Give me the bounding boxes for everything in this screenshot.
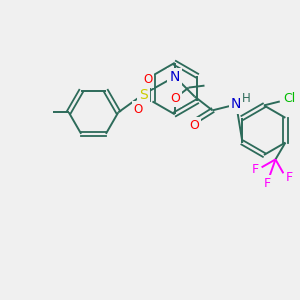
Text: N: N (169, 70, 180, 84)
Text: Cl: Cl (284, 92, 296, 105)
Text: N: N (231, 98, 242, 111)
Text: F: F (252, 163, 259, 176)
Text: O: O (134, 103, 143, 116)
Text: O: O (190, 119, 200, 132)
Text: F: F (286, 171, 293, 184)
Text: O: O (143, 73, 153, 86)
Text: S: S (139, 88, 147, 101)
Text: F: F (264, 177, 271, 190)
Text: O: O (170, 92, 180, 105)
Text: H: H (242, 92, 250, 105)
